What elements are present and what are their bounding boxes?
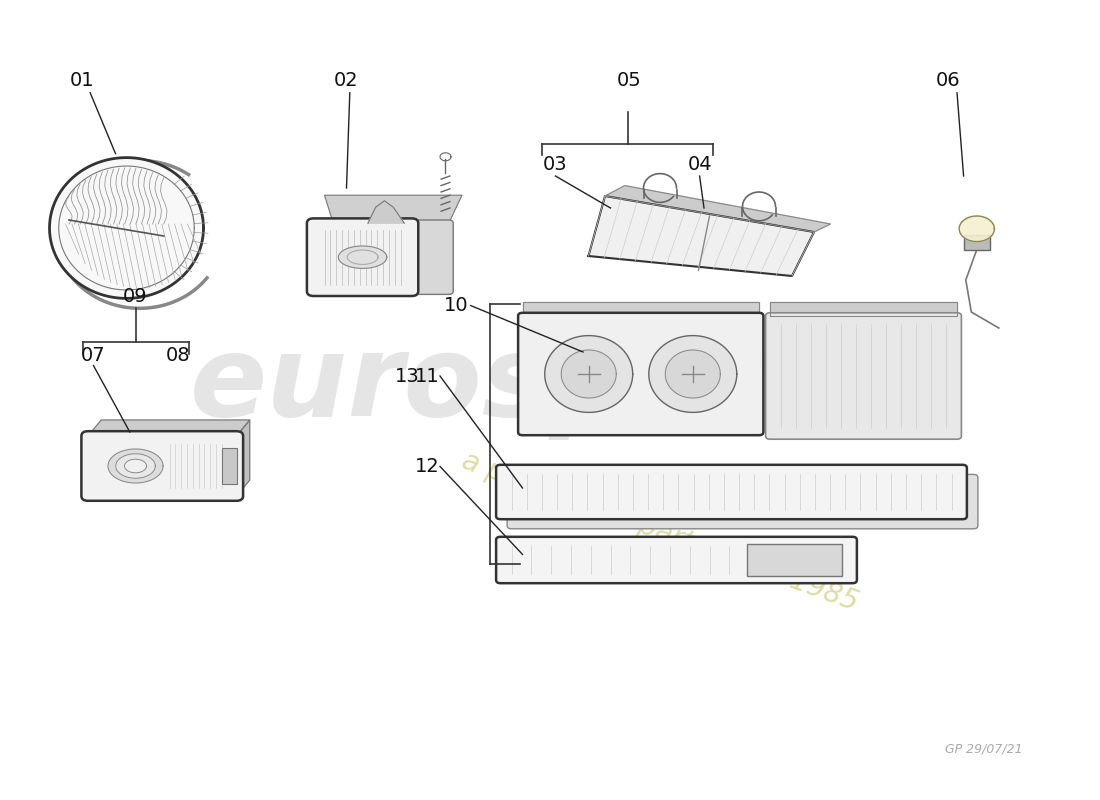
FancyBboxPatch shape [329,220,453,294]
Text: 12: 12 [415,457,439,476]
Bar [964,235,990,250]
Text: 13: 13 [395,366,419,386]
Polygon shape [959,216,994,242]
Polygon shape [348,250,378,264]
Polygon shape [324,195,462,223]
Text: 10: 10 [444,296,469,315]
FancyBboxPatch shape [496,465,967,519]
Polygon shape [116,454,155,478]
Polygon shape [50,158,204,298]
Polygon shape [124,459,146,473]
Text: 02: 02 [334,70,359,90]
FancyBboxPatch shape [496,537,857,583]
FancyBboxPatch shape [766,313,961,439]
Text: 01: 01 [70,70,95,90]
Bar [222,448,236,484]
Polygon shape [588,196,814,276]
Polygon shape [367,201,405,223]
FancyBboxPatch shape [507,474,978,529]
Bar [747,544,842,576]
FancyBboxPatch shape [518,313,763,435]
Text: GP 29/07/21: GP 29/07/21 [945,743,1023,756]
Polygon shape [108,449,163,483]
Polygon shape [339,246,387,268]
Polygon shape [649,336,737,412]
Text: 04: 04 [688,155,712,174]
Text: eurospares: eurospares [190,329,910,439]
Text: a passion for parts since 1985: a passion for parts since 1985 [458,447,862,617]
FancyBboxPatch shape [307,218,418,296]
Polygon shape [544,336,632,412]
Polygon shape [236,420,250,496]
Text: 05: 05 [617,70,641,90]
Text: 09: 09 [123,286,147,306]
Polygon shape [770,302,957,316]
Polygon shape [522,302,759,316]
Polygon shape [666,350,720,398]
Text: 06: 06 [936,70,960,90]
Polygon shape [605,186,830,232]
Text: 07: 07 [81,346,106,365]
Text: 03: 03 [543,155,568,174]
Text: 11: 11 [415,366,439,386]
FancyBboxPatch shape [81,431,243,501]
Polygon shape [88,420,250,436]
Text: 08: 08 [166,346,190,365]
Polygon shape [561,350,616,398]
